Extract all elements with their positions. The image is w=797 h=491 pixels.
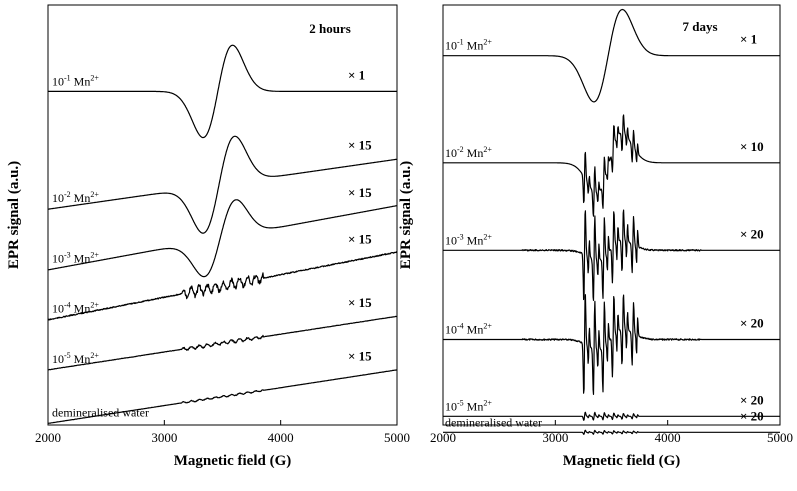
series-trace-3 — [47, 199, 398, 278]
label-ion: Mn — [71, 352, 91, 366]
x-tick-label: 3000 — [151, 430, 177, 445]
label-ion: Mn — [464, 323, 484, 337]
label-base: 10 — [445, 146, 457, 160]
label-exponent: -4 — [64, 301, 71, 310]
series-label: 10-1 Mn2+ — [52, 73, 99, 88]
scale-factor-label: × 15 — [348, 231, 372, 246]
label-exponent: -1 — [64, 73, 71, 82]
x-tick-label: 3000 — [542, 430, 568, 445]
label-charge: 2+ — [90, 351, 99, 360]
label-charge: 2+ — [90, 73, 99, 82]
series-trace-1 — [442, 8, 781, 103]
scale-factor-label: × 1 — [740, 32, 757, 47]
series-label: demineralised water — [445, 415, 542, 429]
series-label: 10-4 Mn2+ — [52, 301, 99, 316]
scale-factor-label: × 15 — [348, 138, 372, 153]
series-trace-6 — [47, 369, 398, 424]
series-label: 10-2 Mn2+ — [52, 190, 99, 205]
series-trace-2 — [47, 135, 398, 234]
label-charge: 2+ — [483, 145, 492, 154]
label-base: 10 — [445, 399, 457, 413]
label-base: 10 — [445, 233, 457, 247]
label-exponent: -3 — [457, 232, 464, 241]
panel-title: 2 hours — [309, 21, 351, 36]
y-axis-label: EPR signal (a.u.) — [6, 161, 22, 269]
label-exponent: -2 — [64, 190, 71, 199]
label-ion: Mn — [464, 399, 484, 413]
series-label: 10-5 Mn2+ — [52, 351, 99, 366]
label-exponent: -4 — [457, 322, 464, 331]
label-base: 10 — [445, 39, 457, 53]
series-trace-6 — [442, 429, 781, 435]
series-label: demineralised water — [52, 405, 149, 419]
series-trace-2 — [442, 114, 781, 217]
scale-factor-label: × 10 — [740, 139, 764, 154]
scale-factor-label: × 15 — [348, 185, 372, 200]
series-trace-5 — [442, 411, 781, 421]
label-base: 10 — [52, 302, 64, 316]
x-axis-label: Magnetic field (G) — [563, 453, 680, 469]
series-trace-1 — [47, 44, 398, 139]
label-ion: Mn — [464, 233, 484, 247]
x-tick-label: 4000 — [268, 430, 294, 445]
label-ion: Mn — [71, 252, 91, 266]
label-exponent: -1 — [457, 38, 464, 47]
label-base: 10 — [445, 323, 457, 337]
label-exponent: -3 — [64, 251, 71, 260]
x-tick-label: 2000 — [35, 430, 61, 445]
label-ion: Mn — [71, 191, 91, 205]
label-ion: Mn — [464, 39, 484, 53]
panel-title: 7 days — [682, 19, 717, 34]
plot-frame — [442, 4, 781, 426]
label-ion: Mn — [71, 74, 91, 88]
scale-factor-label: × 20 — [740, 392, 764, 407]
series-label: 10-3 Mn2+ — [445, 232, 492, 247]
y-axis-label: EPR signal (a.u.) — [398, 161, 414, 269]
label-base: 10 — [52, 74, 64, 88]
scale-factor-label: × 20 — [740, 408, 764, 423]
scale-factor-label: × 15 — [348, 295, 372, 310]
label-charge: 2+ — [483, 232, 492, 241]
series-label: 10-4 Mn2+ — [445, 322, 492, 337]
plot-frame — [47, 4, 398, 426]
label-ion: Mn — [464, 146, 484, 160]
label-charge: 2+ — [483, 38, 492, 47]
series-trace-4 — [442, 294, 781, 395]
label-exponent: -2 — [457, 145, 464, 154]
label-ion: Mn — [71, 302, 91, 316]
series-trace-4 — [47, 251, 398, 321]
label-charge: 2+ — [90, 301, 99, 310]
series-trace-3 — [442, 209, 781, 301]
label-charge: 2+ — [90, 251, 99, 260]
x-axis-label: Magnetic field (G) — [174, 453, 291, 469]
scale-factor-label: × 20 — [740, 226, 764, 241]
scale-factor-label: × 1 — [348, 67, 365, 82]
panel-2: 2000 3000 4000 5000 Magnetic field (G) EPR si… — [398, 4, 793, 469]
scale-factor-label: × 15 — [348, 349, 372, 364]
label-base: 10 — [52, 352, 64, 366]
label-charge: 2+ — [483, 322, 492, 331]
series-label: 10-1 Mn2+ — [445, 38, 492, 53]
label-base: 10 — [52, 191, 64, 205]
label-exponent: -5 — [457, 398, 464, 407]
x-tick-label: 5000 — [384, 430, 410, 445]
series-label: 10-3 Mn2+ — [52, 251, 99, 266]
series-label: 10-5 Mn2+ — [445, 398, 492, 413]
label-charge: 2+ — [483, 398, 492, 407]
x-tick-label: 4000 — [655, 430, 681, 445]
series-label: 10-2 Mn2+ — [445, 145, 492, 160]
label-charge: 2+ — [90, 190, 99, 199]
label-base: 10 — [52, 252, 64, 266]
series-trace-5 — [47, 315, 398, 371]
x-tick-label: 2000 — [430, 430, 456, 445]
label-exponent: -5 — [64, 351, 71, 360]
x-tick-label: 5000 — [767, 430, 793, 445]
panel-1: 2000 3000 4000 5000 Magnetic field (G) EPR si… — [6, 4, 410, 469]
scale-factor-label: × 20 — [740, 316, 764, 331]
